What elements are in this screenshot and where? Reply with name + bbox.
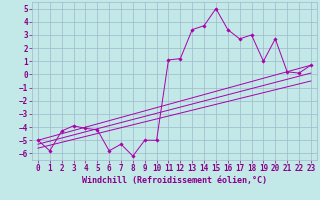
X-axis label: Windchill (Refroidissement éolien,°C): Windchill (Refroidissement éolien,°C) <box>82 176 267 185</box>
